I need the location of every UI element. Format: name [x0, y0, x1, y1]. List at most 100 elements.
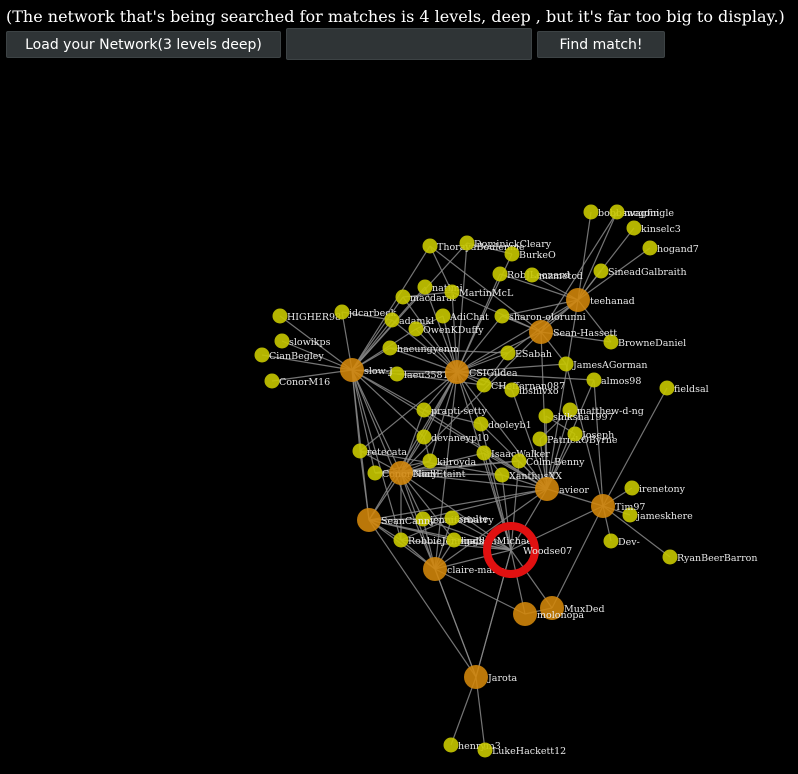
graph-node[interactable]: mzmetcd: [524, 267, 583, 283]
node-circle[interactable]: [494, 308, 510, 324]
graph-node[interactable]: ThorayaBoulenme: [422, 238, 526, 254]
node-circle[interactable]: [659, 380, 675, 396]
graph-node[interactable]: BrowneDaniel: [603, 334, 687, 350]
match-search-input[interactable]: [286, 28, 532, 60]
graph-node[interactable]: matthew-d-ng: [562, 402, 644, 418]
node-circle[interactable]: [492, 266, 508, 282]
node-circle[interactable]: [662, 549, 678, 565]
node-circle[interactable]: [532, 431, 548, 447]
node-circle[interactable]: [254, 347, 270, 363]
node-circle[interactable]: [477, 742, 493, 758]
graph-node[interactable]: SineadGalbraith: [593, 263, 687, 279]
graph-node[interactable]: AdiChat: [435, 308, 490, 324]
graph-node[interactable]: MuxDed: [540, 596, 605, 620]
graph-node[interactable]: RobbieJennings: [393, 532, 484, 548]
graph-node[interactable]: jameskhere: [622, 507, 694, 523]
graph-node[interactable]: bobbswagfin: [583, 204, 660, 220]
graph-node[interactable]: NiallEtaint: [389, 461, 466, 485]
node-circle[interactable]: [513, 602, 537, 626]
load-network-button[interactable]: Load your Network(3 levels deep): [6, 31, 281, 58]
graph-node[interactable]: teehanad: [566, 288, 635, 312]
graph-node[interactable]: Jarota: [464, 665, 518, 689]
node-circle[interactable]: [464, 665, 488, 689]
graph-node[interactable]: Sean-Hassett: [529, 320, 617, 344]
node-circle[interactable]: [384, 312, 400, 328]
graph-node[interactable]: ibshlvxo: [504, 382, 559, 398]
node-circle[interactable]: [562, 402, 578, 418]
graph-node[interactable]: XanthusXX: [494, 467, 563, 483]
graph-node[interactable]: ConorM16: [264, 373, 331, 389]
node-circle[interactable]: [340, 358, 364, 382]
graph-node[interactable]: almos98: [586, 372, 642, 388]
node-circle[interactable]: [389, 366, 405, 382]
node-circle[interactable]: [524, 267, 540, 283]
graph-node[interactable]: PatrickOByrne: [532, 431, 618, 447]
node-circle[interactable]: [535, 477, 559, 501]
graph-node[interactable]: saulte: [444, 510, 489, 526]
graph-node[interactable]: prapti-setty: [416, 402, 488, 418]
node-circle[interactable]: [586, 372, 602, 388]
graph-node[interactable]: MartinMcL: [444, 284, 514, 300]
node-circle[interactable]: [446, 532, 462, 548]
graph-node[interactable]: slowikps: [274, 333, 331, 349]
graph-node[interactable]: JamesAGorman: [558, 356, 648, 372]
graph-node[interactable]: CSIGildea: [445, 360, 518, 384]
node-circle[interactable]: [494, 467, 510, 483]
graph-node[interactable]: haeungyenm: [382, 340, 459, 356]
node-circle[interactable]: [423, 557, 447, 581]
node-circle[interactable]: [626, 220, 642, 236]
node-circle[interactable]: [408, 321, 424, 337]
node-circle[interactable]: [416, 402, 432, 418]
graph-node[interactable]: adamkl: [384, 312, 435, 328]
node-circle[interactable]: [352, 443, 368, 459]
graph-node[interactable]: sharon-olorunni: [494, 308, 586, 324]
node-circle[interactable]: [395, 289, 411, 305]
node-circle[interactable]: [504, 382, 520, 398]
node-circle[interactable]: [583, 204, 599, 220]
graph-node[interactable]: mcgonigle: [609, 204, 675, 220]
node-circle[interactable]: [504, 246, 520, 262]
graph-node[interactable]: Colm-Benny: [511, 453, 586, 469]
graph-node[interactable]: shiksha1997: [538, 408, 614, 424]
graph-node[interactable]: claire-maria: [423, 557, 506, 581]
graph-node[interactable]: Dev-: [603, 533, 640, 549]
graph-node[interactable]: DominickCleary: [459, 235, 552, 251]
node-circle[interactable]: [538, 408, 554, 424]
graph-node[interactable]: avieor: [535, 477, 589, 501]
node-circle[interactable]: [274, 333, 290, 349]
node-circle[interactable]: [435, 308, 451, 324]
graph-node[interactable]: Tim97: [591, 494, 645, 518]
find-match-button[interactable]: Find match!: [537, 31, 665, 58]
node-circle[interactable]: [566, 288, 590, 312]
node-circle[interactable]: [445, 360, 469, 384]
node-circle[interactable]: [609, 204, 625, 220]
graph-node[interactable]: CHeffernan087: [476, 377, 566, 393]
graph-node[interactable]: macdarat: [395, 289, 456, 305]
node-circle[interactable]: [443, 737, 459, 753]
node-circle[interactable]: [416, 429, 432, 445]
node-circle[interactable]: [593, 263, 609, 279]
graph-node[interactable]: LukeHackett12: [477, 742, 567, 758]
node-circle[interactable]: [476, 377, 492, 393]
graph-node[interactable]: HIGHER98: [272, 308, 342, 324]
node-circle[interactable]: [264, 373, 280, 389]
graph-node[interactable]: RyanBeerBarron: [662, 549, 758, 565]
node-circle[interactable]: [389, 461, 413, 485]
graph-node[interactable]: devaneyp10: [416, 429, 490, 445]
graph-node[interactable]: SeanCanny: [357, 508, 436, 532]
graph-node[interactable]: retecata: [352, 443, 408, 459]
node-circle[interactable]: [567, 426, 583, 442]
node-circle[interactable]: [367, 465, 383, 481]
node-circle[interactable]: [415, 511, 431, 527]
graph-node[interactable]: molonopa: [513, 602, 584, 626]
node-circle[interactable]: [603, 334, 619, 350]
node-circle[interactable]: [473, 416, 489, 432]
graph-node[interactable]: dooleyb1: [473, 416, 532, 432]
node-circle[interactable]: [444, 510, 460, 526]
node-circle[interactable]: [417, 279, 433, 295]
node-circle[interactable]: [511, 453, 527, 469]
graph-node[interactable]: CianBegley: [254, 347, 325, 363]
matched-node-ring[interactable]: [483, 522, 539, 578]
node-circle[interactable]: [624, 480, 640, 496]
